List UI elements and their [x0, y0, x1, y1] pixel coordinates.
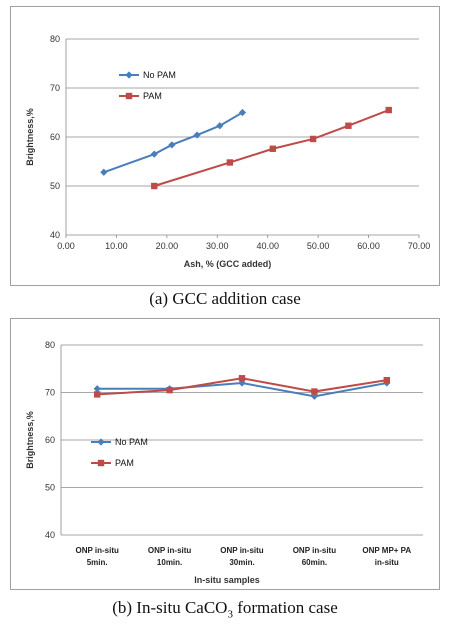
- legend-marker: [97, 438, 105, 446]
- data-point: [383, 376, 390, 384]
- data-point: [238, 108, 247, 117]
- x-axis-title: Ash, % (GCC added): [184, 259, 272, 269]
- x-category-label-line1: ONP in-situ: [293, 546, 337, 555]
- legend-label: No PAM: [143, 70, 176, 80]
- y-tick-label: 40: [45, 530, 55, 540]
- legend-marker: [125, 92, 133, 100]
- x-category-label-line2: 60min.: [302, 558, 327, 567]
- data-point: [216, 122, 224, 130]
- data-point: [226, 159, 234, 166]
- series-line-pam: [153, 109, 390, 187]
- chart-panel-insitu: 40 50 60 70 80 ONP in-situ 5min. ONP in-situ 10m…: [10, 318, 440, 590]
- data-point: [168, 141, 176, 149]
- x-category-label-line2: 30min.: [229, 558, 254, 567]
- data-point: [193, 131, 201, 139]
- y-tick-label: 60: [45, 435, 55, 445]
- x-category-label-line1: ONP in-situ: [148, 546, 192, 555]
- caption-gcc: (a) GCC addition case: [149, 289, 301, 308]
- data-point: [150, 150, 158, 158]
- series-line-no-pam: [103, 111, 244, 174]
- x-tick-label: 20.00: [156, 241, 179, 251]
- insitu-chart: 40 50 60 70 80 ONP in-situ 5min. ONP in-situ 10m…: [25, 340, 423, 585]
- data-point: [309, 135, 317, 143]
- caption-insitu-prefix: (b) In-situ CaCO: [112, 598, 228, 617]
- y-tick-label: 80: [45, 340, 55, 350]
- y-tick-label: 60: [50, 132, 60, 142]
- data-point: [166, 386, 173, 394]
- x-category-label-line2: in-situ: [375, 558, 399, 567]
- x-tick-label: 50.00: [307, 241, 330, 251]
- caption-insitu-subscript: 3: [227, 608, 233, 621]
- y-tick-label: 80: [50, 34, 60, 44]
- data-point: [311, 388, 318, 395]
- x-category-label-line2: 5min.: [87, 558, 108, 567]
- data-point: [385, 106, 392, 114]
- x-category-label-line1: ONP in-situ: [220, 546, 264, 555]
- caption-insitu: (b) In-situ CaCO3 formation case: [0, 598, 450, 620]
- data-point: [238, 379, 246, 387]
- x-category-label-line1: ONP in-situ: [75, 546, 119, 555]
- data-point: [100, 168, 108, 176]
- y-tick-label: 70: [50, 83, 60, 93]
- y-axis-title: Brightness,%: [25, 411, 35, 469]
- x-tick-label: 30.00: [206, 241, 229, 251]
- data-point: [269, 145, 276, 152]
- data-point: [310, 392, 318, 400]
- chart-panel-gcc: 40 50 60 70 80 0.00 10.00 20.00 30.00 40.00 50.00 6…: [10, 6, 440, 286]
- legend-marker: [97, 459, 105, 467]
- legend-label: PAM: [143, 91, 162, 101]
- x-tick-label: 0.00: [57, 241, 75, 251]
- y-tick-label: 50: [50, 181, 60, 191]
- y-tick-label: 40: [50, 230, 60, 240]
- x-tick-label: 60.00: [357, 241, 380, 251]
- legend-label: No PAM: [115, 437, 148, 447]
- x-category-label-line2: 10min.: [157, 558, 182, 567]
- x-tick-label: 40.00: [256, 241, 279, 251]
- x-category-label-line1: ONP MP+ PA: [362, 546, 411, 555]
- data-point: [345, 122, 352, 129]
- y-tick-label: 50: [45, 483, 55, 493]
- legend-marker: [125, 71, 133, 79]
- legend-label: PAM: [115, 458, 134, 468]
- data-point: [94, 391, 101, 398]
- data-point: [238, 375, 246, 382]
- x-tick-label: 70.00: [408, 241, 431, 251]
- caption-insitu-suffix: formation case: [232, 598, 338, 617]
- x-axis-title: In-situ samples: [194, 575, 260, 585]
- y-tick-label: 70: [45, 388, 55, 398]
- gcc-chart: 40 50 60 70 80 0.00 10.00 20.00 30.00 40.00 50.00 6…: [25, 34, 431, 269]
- data-point: [151, 182, 158, 190]
- y-axis-title: Brightness,%: [25, 108, 35, 166]
- x-tick-label: 10.00: [105, 241, 128, 251]
